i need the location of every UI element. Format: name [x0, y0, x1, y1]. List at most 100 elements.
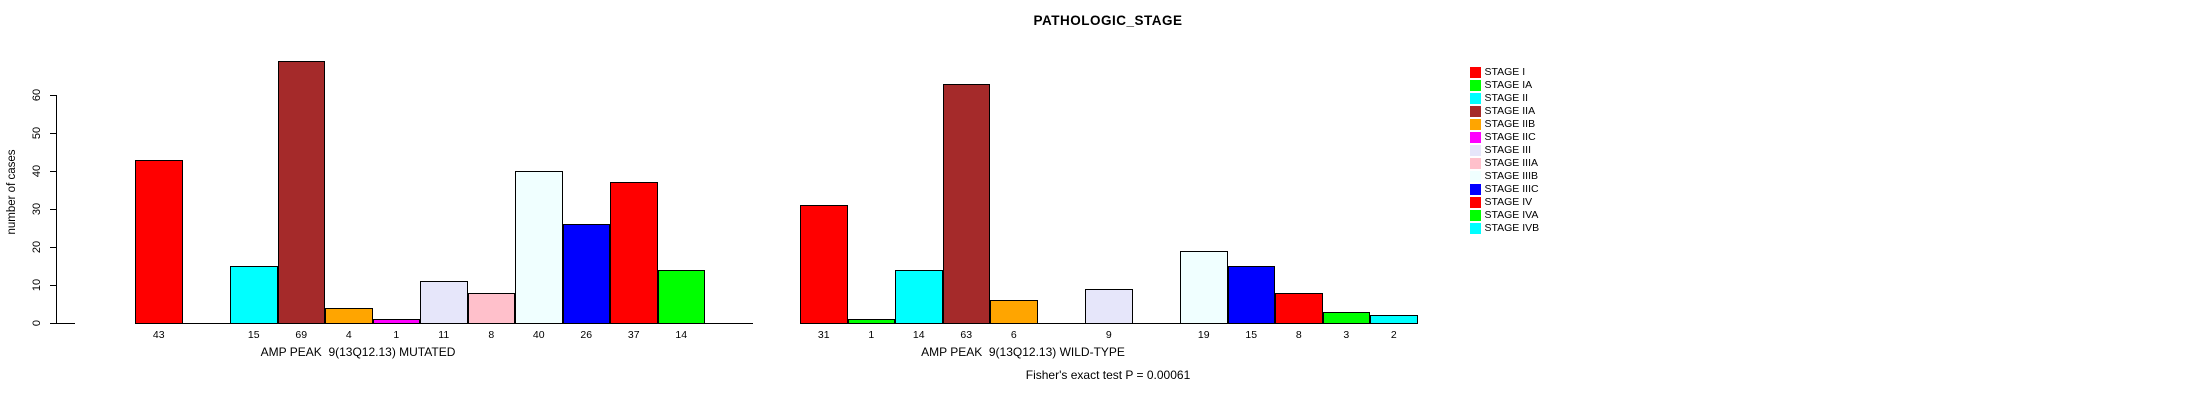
legend-swatch — [1470, 106, 1481, 117]
legend: STAGE I STAGE IA STAGE II STAGE IIA STAGE II… — [1470, 66, 1539, 235]
bar-stage-iii-mutated — [420, 281, 468, 323]
y-tick-label: 40 — [31, 164, 43, 178]
y-tick-label: 50 — [31, 126, 43, 140]
y-tick — [50, 323, 57, 324]
legend-swatch — [1470, 158, 1481, 169]
bar-count-label: 3 — [1343, 329, 1350, 341]
x-axis-title-mutated: AMP PEAK 9(13Q12.13) MUTATED — [260, 345, 456, 359]
legend-item: STAGE IIIA — [1470, 157, 1539, 170]
y-axis-label: number of cases — [6, 149, 18, 235]
bar-stage-iva-mutated — [657, 269, 705, 323]
legend-label: STAGE IIA — [1484, 105, 1536, 117]
bar-count-label: 15 — [247, 329, 260, 341]
bar-count-label: 69 — [295, 329, 308, 341]
bar-stage-iia-wild-type — [942, 83, 990, 323]
legend-label: STAGE II — [1484, 92, 1529, 104]
legend-swatch — [1470, 210, 1481, 221]
legend-label: STAGE IIIA — [1484, 157, 1538, 169]
bar-stage-iva-wild-type — [1322, 311, 1370, 323]
bar-count-label: 8 — [1295, 329, 1302, 341]
legend-swatch — [1470, 119, 1481, 130]
legend-swatch — [1470, 171, 1481, 182]
bar-stage-ia-wild-type — [847, 319, 895, 323]
bar-stage-iiia-mutated — [467, 292, 515, 323]
legend-swatch — [1470, 132, 1481, 143]
legend-label: STAGE IVB — [1484, 222, 1540, 234]
y-tick-label: 30 — [31, 202, 43, 216]
y-tick — [50, 171, 57, 172]
bar-stage-ii-wild-type — [895, 269, 943, 323]
legend-label: STAGE IVA — [1484, 209, 1539, 221]
legend-label: STAGE IIIC — [1484, 183, 1539, 195]
legend-item: STAGE II — [1470, 92, 1539, 105]
legend-item: STAGE IIC — [1470, 131, 1539, 144]
bar-count-label: 31 — [817, 329, 830, 341]
legend-item: STAGE IVB — [1470, 222, 1539, 235]
chart-title: PATHOLOGIC_STAGE — [1033, 13, 1183, 28]
bar-count-label: 15 — [1245, 329, 1258, 341]
legend-label: STAGE IIC — [1484, 131, 1536, 143]
bar-stage-iib-mutated — [325, 307, 373, 323]
legend-label: STAGE IIIB — [1484, 170, 1538, 182]
bar-count-label: 8 — [488, 329, 495, 341]
bar-stage-iic-mutated — [372, 319, 420, 323]
bar-stage-iii-wild-type — [1085, 288, 1133, 323]
x-axis-title-wildtype: AMP PEAK 9(13Q12.13) WILD-TYPE — [921, 345, 1125, 359]
bar-count-label: 11 — [438, 329, 450, 341]
bar-count-label: 6 — [1010, 329, 1017, 341]
panel-mutated — [135, 40, 753, 324]
legend-item: STAGE IIIB — [1470, 170, 1539, 183]
bar-stage-iv-mutated — [610, 182, 658, 323]
bar-count-label: 19 — [1197, 329, 1210, 341]
legend-item: STAGE IV — [1470, 196, 1539, 209]
legend-label: STAGE IV — [1484, 196, 1533, 208]
y-tick — [50, 95, 57, 96]
y-tick — [50, 247, 57, 248]
legend-swatch — [1470, 93, 1481, 104]
bar-stage-i-wild-type — [800, 205, 848, 323]
bar-count-label: 4 — [345, 329, 352, 341]
y-tick-label: 60 — [31, 88, 43, 102]
legend-label: STAGE III — [1484, 144, 1531, 156]
legend-item: STAGE IVA — [1470, 209, 1539, 222]
legend-item: STAGE IIA — [1470, 105, 1539, 118]
fisher-test-text: Fisher's exact test P = 0.00061 — [1025, 368, 1191, 382]
legend-label: STAGE I — [1484, 66, 1526, 78]
bar-count-label: 1 — [393, 329, 400, 341]
y-tick — [50, 133, 57, 134]
panel-wildtype — [800, 40, 1418, 324]
legend-item: STAGE IA — [1470, 79, 1539, 92]
bar-count-label: 63 — [960, 329, 973, 341]
bar-stage-i-mutated — [135, 159, 183, 323]
legend-item: STAGE IIIC — [1470, 183, 1539, 196]
y-tick-label: 20 — [31, 240, 43, 254]
bar-stage-iiib-wild-type — [1180, 250, 1228, 323]
legend-swatch — [1470, 223, 1481, 234]
bar-count-label: 14 — [675, 329, 688, 341]
legend-swatch — [1470, 184, 1481, 195]
legend-swatch — [1470, 145, 1481, 156]
bar-count-label: 2 — [1390, 329, 1397, 341]
y-tick — [50, 209, 57, 210]
y-tick-label: 10 — [31, 278, 43, 292]
legend-swatch — [1470, 80, 1481, 91]
y-tick-label: 0 — [31, 319, 43, 327]
legend-label: STAGE IIB — [1484, 118, 1536, 130]
bar-count-label: 1 — [868, 329, 875, 341]
bar-count-label: 43 — [152, 329, 165, 341]
x-axis-corner-stub — [56, 323, 75, 324]
bar-count-label: 26 — [580, 329, 593, 341]
bar-stage-iiic-mutated — [562, 224, 610, 323]
bar-count-label: 14 — [912, 329, 925, 341]
bar-stage-iiib-mutated — [515, 171, 563, 323]
bar-stage-ii-mutated — [230, 266, 278, 323]
bar-stage-iib-wild-type — [990, 300, 1038, 323]
legend-item: STAGE IIB — [1470, 118, 1539, 131]
legend-item: STAGE III — [1470, 144, 1539, 157]
legend-swatch — [1470, 67, 1481, 78]
bar-stage-iia-mutated — [277, 60, 325, 323]
legend-label: STAGE IA — [1484, 79, 1533, 91]
bar-stage-iv-wild-type — [1275, 292, 1323, 323]
bar-stage-ivb-wild-type — [1370, 315, 1418, 323]
